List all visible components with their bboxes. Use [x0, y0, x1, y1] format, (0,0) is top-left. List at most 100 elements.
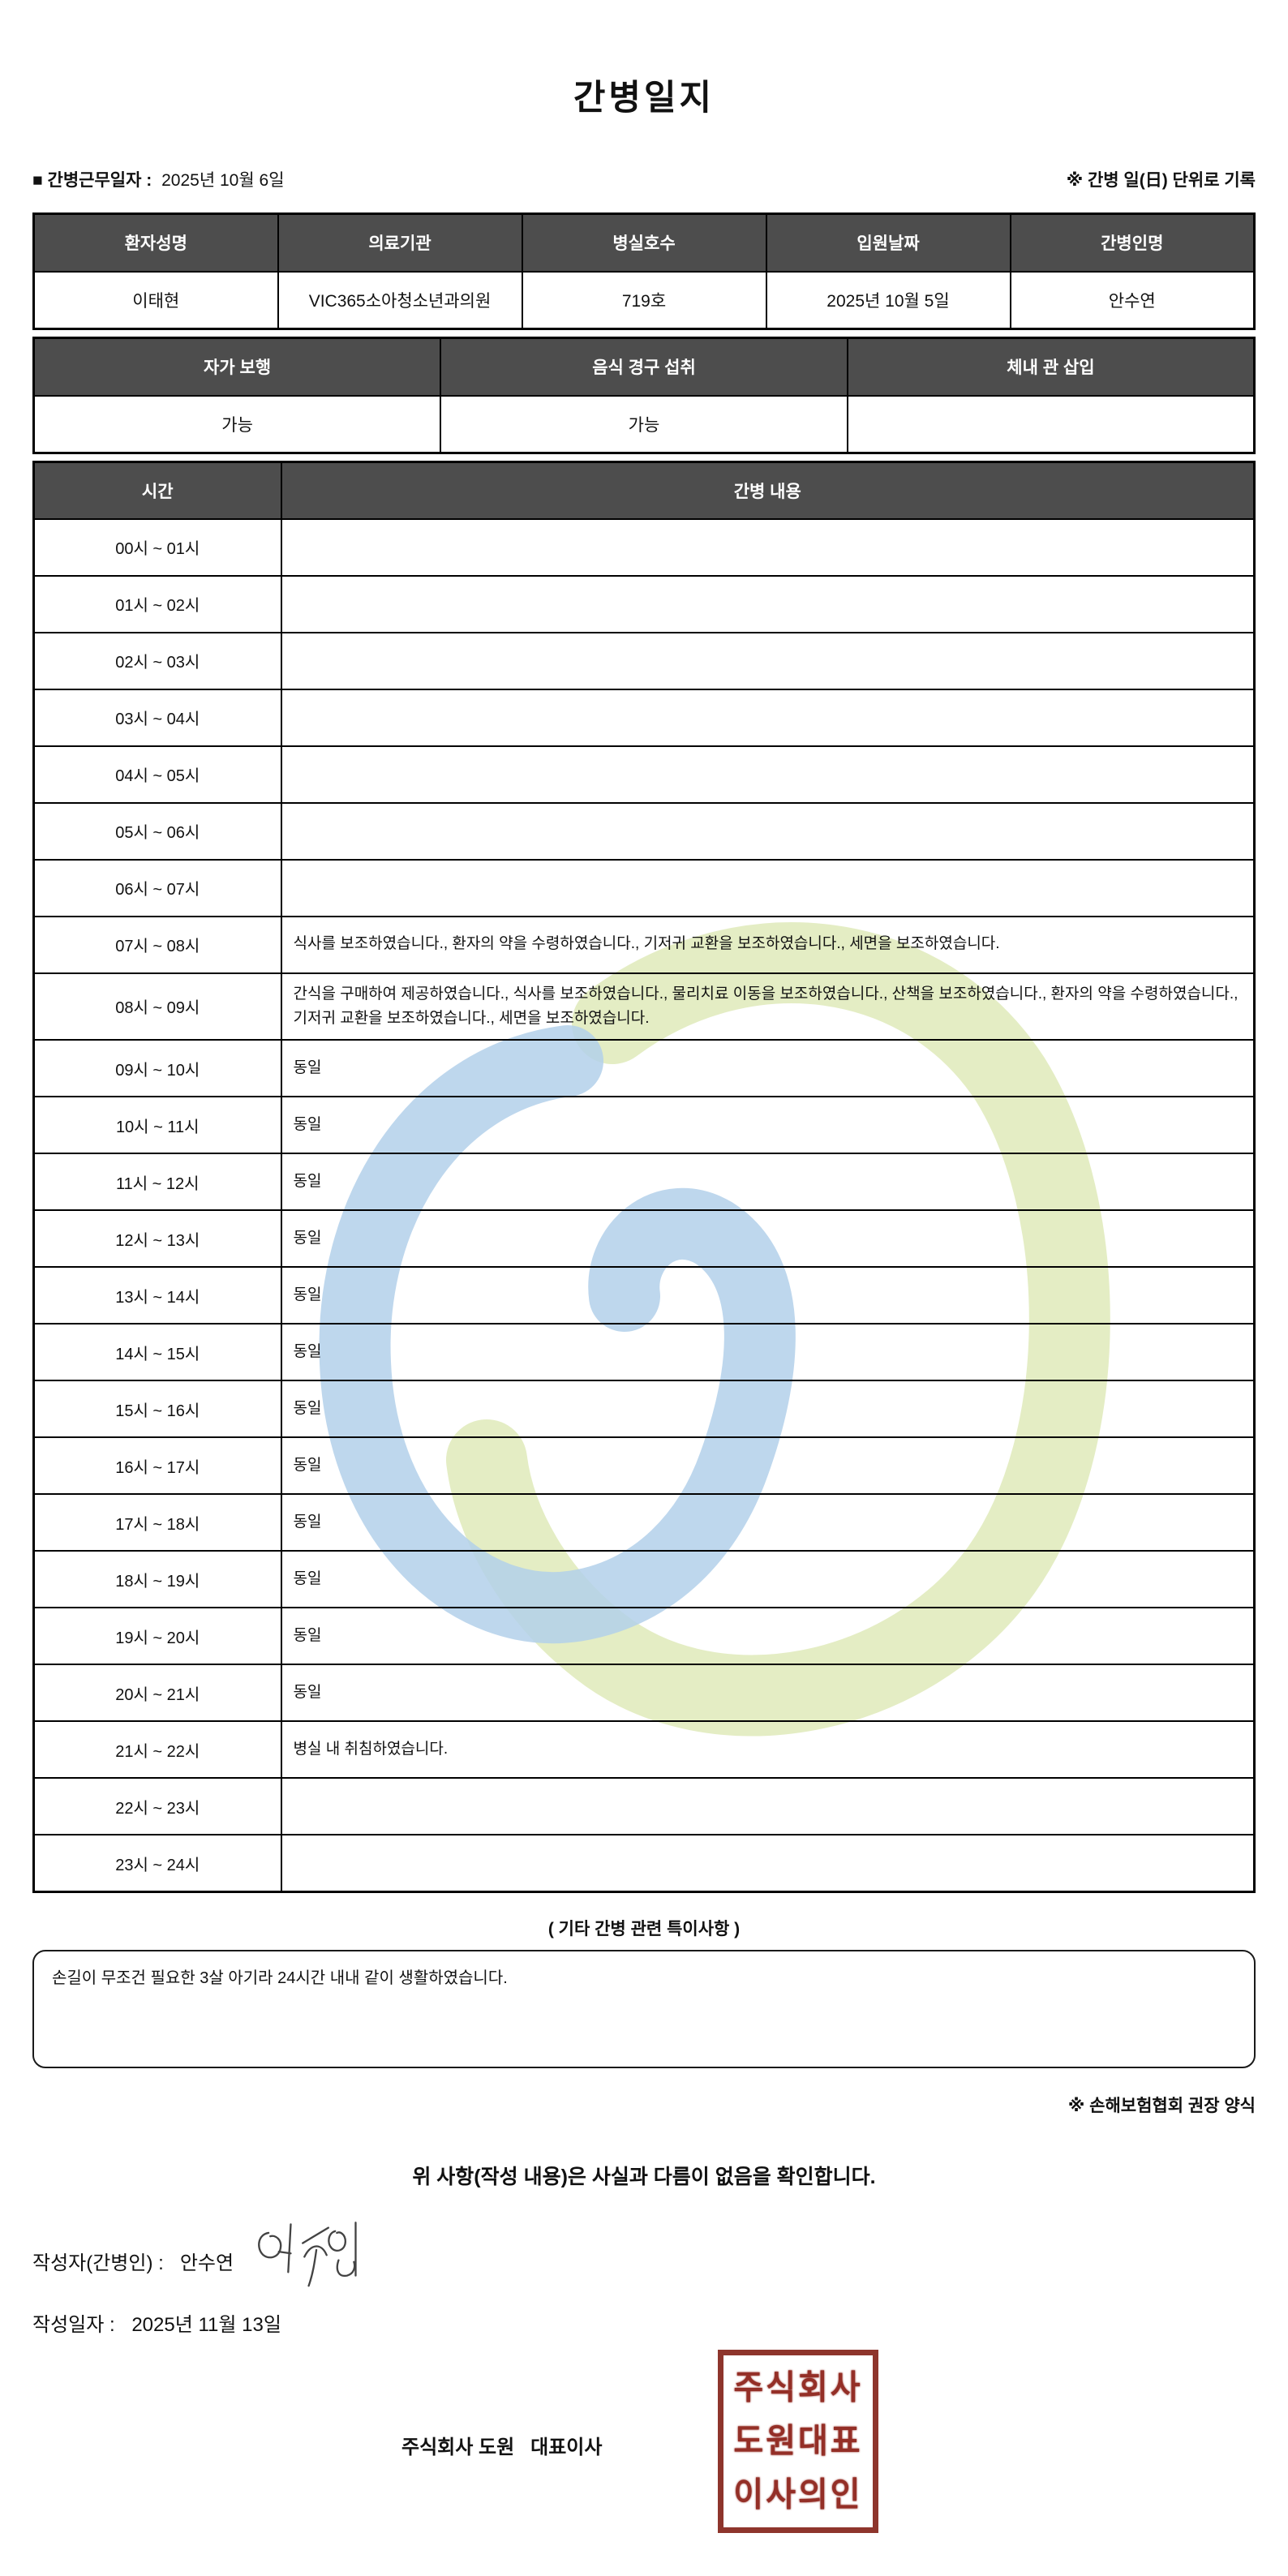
care-row-content: 동일 — [280, 1323, 1256, 1382]
care-row-content — [280, 801, 1256, 861]
document-content: 간병일지 ■ 간병근무일자 : 2025년 10월 6일 ※ 간병 일(日) 단… — [0, 70, 1288, 2544]
patient-info-value-cell: 이태현 — [32, 270, 279, 330]
care-row: 09시 ~ 10시 동일 — [32, 1039, 1256, 1098]
care-row: 00시 ~ 01시 — [32, 517, 1256, 577]
care-row-content: 동일 — [280, 1436, 1256, 1496]
record-unit-note: ※ 간병 일(日) 단위로 기록 — [1066, 171, 1256, 190]
care-duty-date: ■ 간병근무일자 : 2025년 10월 6일 — [32, 167, 285, 191]
care-row-content: 동일 — [280, 1550, 1256, 1609]
care-row-content — [280, 631, 1256, 690]
patient-info-value-cell: 2025년 10월 5일 — [765, 270, 1011, 330]
care-row: 07시 ~ 08시 식사를 보조하였습니다., 환자의 약을 수령하였습니다., … — [32, 915, 1256, 974]
patient-info-header-cell: 환자성명 — [32, 213, 279, 273]
care-row: 17시 ~ 18시 동일 — [32, 1493, 1256, 1552]
care-row: 19시 ~ 20시 동일 — [32, 1607, 1256, 1666]
care-row-time: 18시 ~ 19시 — [32, 1550, 282, 1609]
care-row-content: 동일 — [280, 1266, 1256, 1325]
patient-info-header-cell: 의료기관 — [277, 213, 523, 273]
care-row-time: 08시 ~ 09시 — [32, 972, 282, 1041]
care-row-time: 03시 ~ 04시 — [32, 688, 282, 747]
patient-info-header-cell: 간병인명 — [1009, 213, 1256, 273]
patient-info-value-cell: 719호 — [521, 270, 767, 330]
writer-line: 작성자(간병인) : 안수연 — [32, 2221, 1256, 2299]
recommended-form-note: ※ 손해보험협회 권장 양식 — [1067, 2096, 1256, 2115]
care-row-content — [280, 688, 1256, 747]
care-row-time: 20시 ~ 21시 — [32, 1664, 282, 1723]
patient-info-table: 환자성명 의료기관 병실호수 입원날짜 간병인명 이태현 VIC365소아청소년과의원 71… — [32, 213, 1256, 330]
care-row-time: 14시 ~ 15시 — [32, 1323, 282, 1382]
care-row-time: 12시 ~ 13시 — [32, 1209, 282, 1269]
care-duty-date-label: ■ 간병근무일자 : — [32, 171, 152, 190]
care-content-column-header: 간병 내용 — [280, 461, 1256, 520]
confirmation-statement: 위 사항(작성 내용)은 사실과 다름이 없음을 확인합니다. — [412, 2165, 876, 2188]
care-row: 18시 ~ 19시 동일 — [32, 1550, 1256, 1609]
care-row-content: 병실 내 취침하였습니다. — [280, 1720, 1256, 1780]
care-row: 04시 ~ 05시 — [32, 745, 1256, 804]
care-row: 02시 ~ 03시 — [32, 631, 1256, 690]
handwritten-signature — [258, 2221, 357, 2287]
care-row-time: 04시 ~ 05시 — [32, 745, 282, 804]
writer-label: 작성자(간병인) : — [32, 2252, 164, 2275]
care-row-content: 동일 — [280, 1380, 1256, 1439]
care-row-time: 19시 ~ 20시 — [32, 1607, 282, 1666]
care-row-time: 00시 ~ 01시 — [32, 517, 282, 577]
special-notes-box: 손길이 무조건 필요한 3살 아기라 24시간 내내 같이 생활하였습니다. — [32, 1949, 1256, 2068]
care-row-time: 10시 ~ 11시 — [32, 1096, 282, 1155]
care-row-content — [280, 1777, 1256, 1836]
care-row-content: 동일 — [280, 1153, 1256, 1212]
company-seal-row: 주식회사 도원 대표이사 주식회사 도원대표 이사의인 — [32, 2349, 1256, 2544]
care-row: 21시 ~ 22시 병실 내 취침하였습니다. — [32, 1720, 1256, 1780]
patient-status-value-cell — [846, 394, 1256, 454]
writer-name: 안수연 — [179, 2252, 234, 2275]
seal-text-line: 도원대표 — [733, 2422, 863, 2460]
corporate-seal-stamp: 주식회사 도원대표 이사의인 — [718, 2349, 878, 2533]
care-row: 23시 ~ 24시 — [32, 1834, 1256, 1893]
patient-status-header-cell: 자가 보행 — [32, 337, 442, 397]
written-date-value: 2025년 11월 13일 — [131, 2313, 281, 2336]
meta-row: ■ 간병근무일자 : 2025년 10월 6일 ※ 간병 일(日) 단위로 기록 — [32, 167, 1256, 191]
care-row-content — [280, 574, 1256, 633]
care-row: 16시 ~ 17시 동일 — [32, 1436, 1256, 1496]
care-row: 05시 ~ 06시 — [32, 801, 1256, 861]
patient-status-header-row: 자가 보행 음식 경구 섭취 체내 관 삽입 — [32, 337, 1256, 397]
care-row-content — [280, 745, 1256, 804]
care-row-time: 07시 ~ 08시 — [32, 915, 282, 974]
care-table-header-row: 시간 간병 내용 — [32, 461, 1256, 520]
patient-info-value-cell: 안수연 — [1009, 270, 1256, 330]
care-row-time: 01시 ~ 02시 — [32, 574, 282, 633]
care-row-content: 동일 — [280, 1664, 1256, 1723]
patient-status-table: 자가 보행 음식 경구 섭취 체내 관 삽입 가능 가능 — [32, 337, 1256, 454]
written-date-label: 작성일자 : — [32, 2313, 115, 2336]
written-date-line: 작성일자 : 2025년 11월 13일 — [32, 2308, 1256, 2337]
care-row-content — [280, 517, 1256, 577]
care-row-time: 06시 ~ 07시 — [32, 858, 282, 917]
patient-status-value-cell: 가능 — [440, 394, 848, 454]
care-row: 11시 ~ 12시 동일 — [32, 1153, 1256, 1212]
time-column-header: 시간 — [32, 461, 282, 520]
seal-text-line: 이사의인 — [733, 2475, 863, 2514]
care-row: 10시 ~ 11시 동일 — [32, 1096, 1256, 1155]
special-notes-heading: ( 기타 간병 관련 특이사항 ) — [547, 1919, 741, 1938]
patient-info-header-row: 환자성명 의료기관 병실호수 입원날짜 간병인명 — [32, 213, 1256, 273]
care-row-content: 식사를 보조하였습니다., 환자의 약을 수령하였습니다., 기저귀 교환을 보… — [280, 915, 1256, 974]
special-notes-text: 손길이 무조건 필요한 3살 아기라 24시간 내내 같이 생활하였습니다. — [52, 1968, 508, 1987]
care-row-content — [280, 858, 1256, 917]
care-row-time: 11시 ~ 12시 — [32, 1153, 282, 1212]
patient-status-value-row: 가능 가능 — [32, 394, 1256, 454]
patient-status-value-cell: 가능 — [32, 394, 442, 454]
care-row-content: 간식을 구매하여 제공하였습니다., 식사를 보조하였습니다., 물리치료 이동… — [280, 972, 1256, 1041]
care-row-content: 동일 — [280, 1607, 1256, 1666]
seal-text-line: 주식회사 — [733, 2368, 863, 2406]
care-row: 01시 ~ 02시 — [32, 574, 1256, 633]
care-row: 15시 ~ 16시 동일 — [32, 1380, 1256, 1439]
care-row: 14시 ~ 15시 동일 — [32, 1323, 1256, 1382]
care-row-time: 05시 ~ 06시 — [32, 801, 282, 861]
care-row-time: 02시 ~ 03시 — [32, 631, 282, 690]
care-row: 20시 ~ 21시 동일 — [32, 1664, 1256, 1723]
care-row-time: 23시 ~ 24시 — [32, 1834, 282, 1893]
care-row-time: 21시 ~ 22시 — [32, 1720, 282, 1780]
page-title: 간병일지 — [573, 79, 715, 118]
patient-status-header-cell: 음식 경구 섭취 — [440, 337, 848, 397]
hourly-care-table: 시간 간병 내용 00시 ~ 01시 01시 ~ 02시 02시 ~ 03시 03시 … — [32, 461, 1256, 1893]
